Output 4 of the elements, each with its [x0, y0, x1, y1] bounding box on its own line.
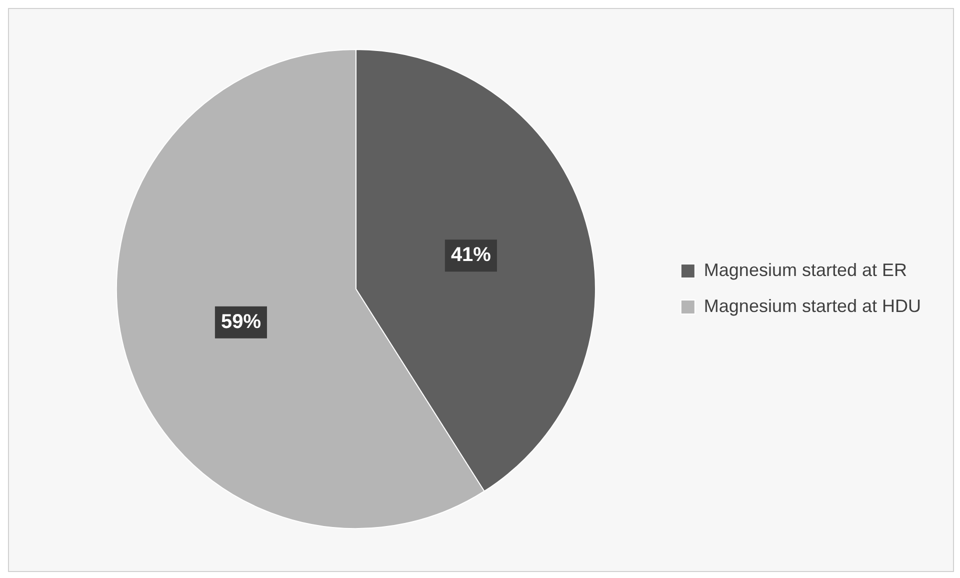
legend-label: Magnesium started at HDU	[704, 296, 922, 316]
data-label: 59%	[220, 310, 262, 333]
legend-label: Magnesium started at ER	[704, 260, 908, 280]
data-label: 41%	[450, 244, 492, 266]
